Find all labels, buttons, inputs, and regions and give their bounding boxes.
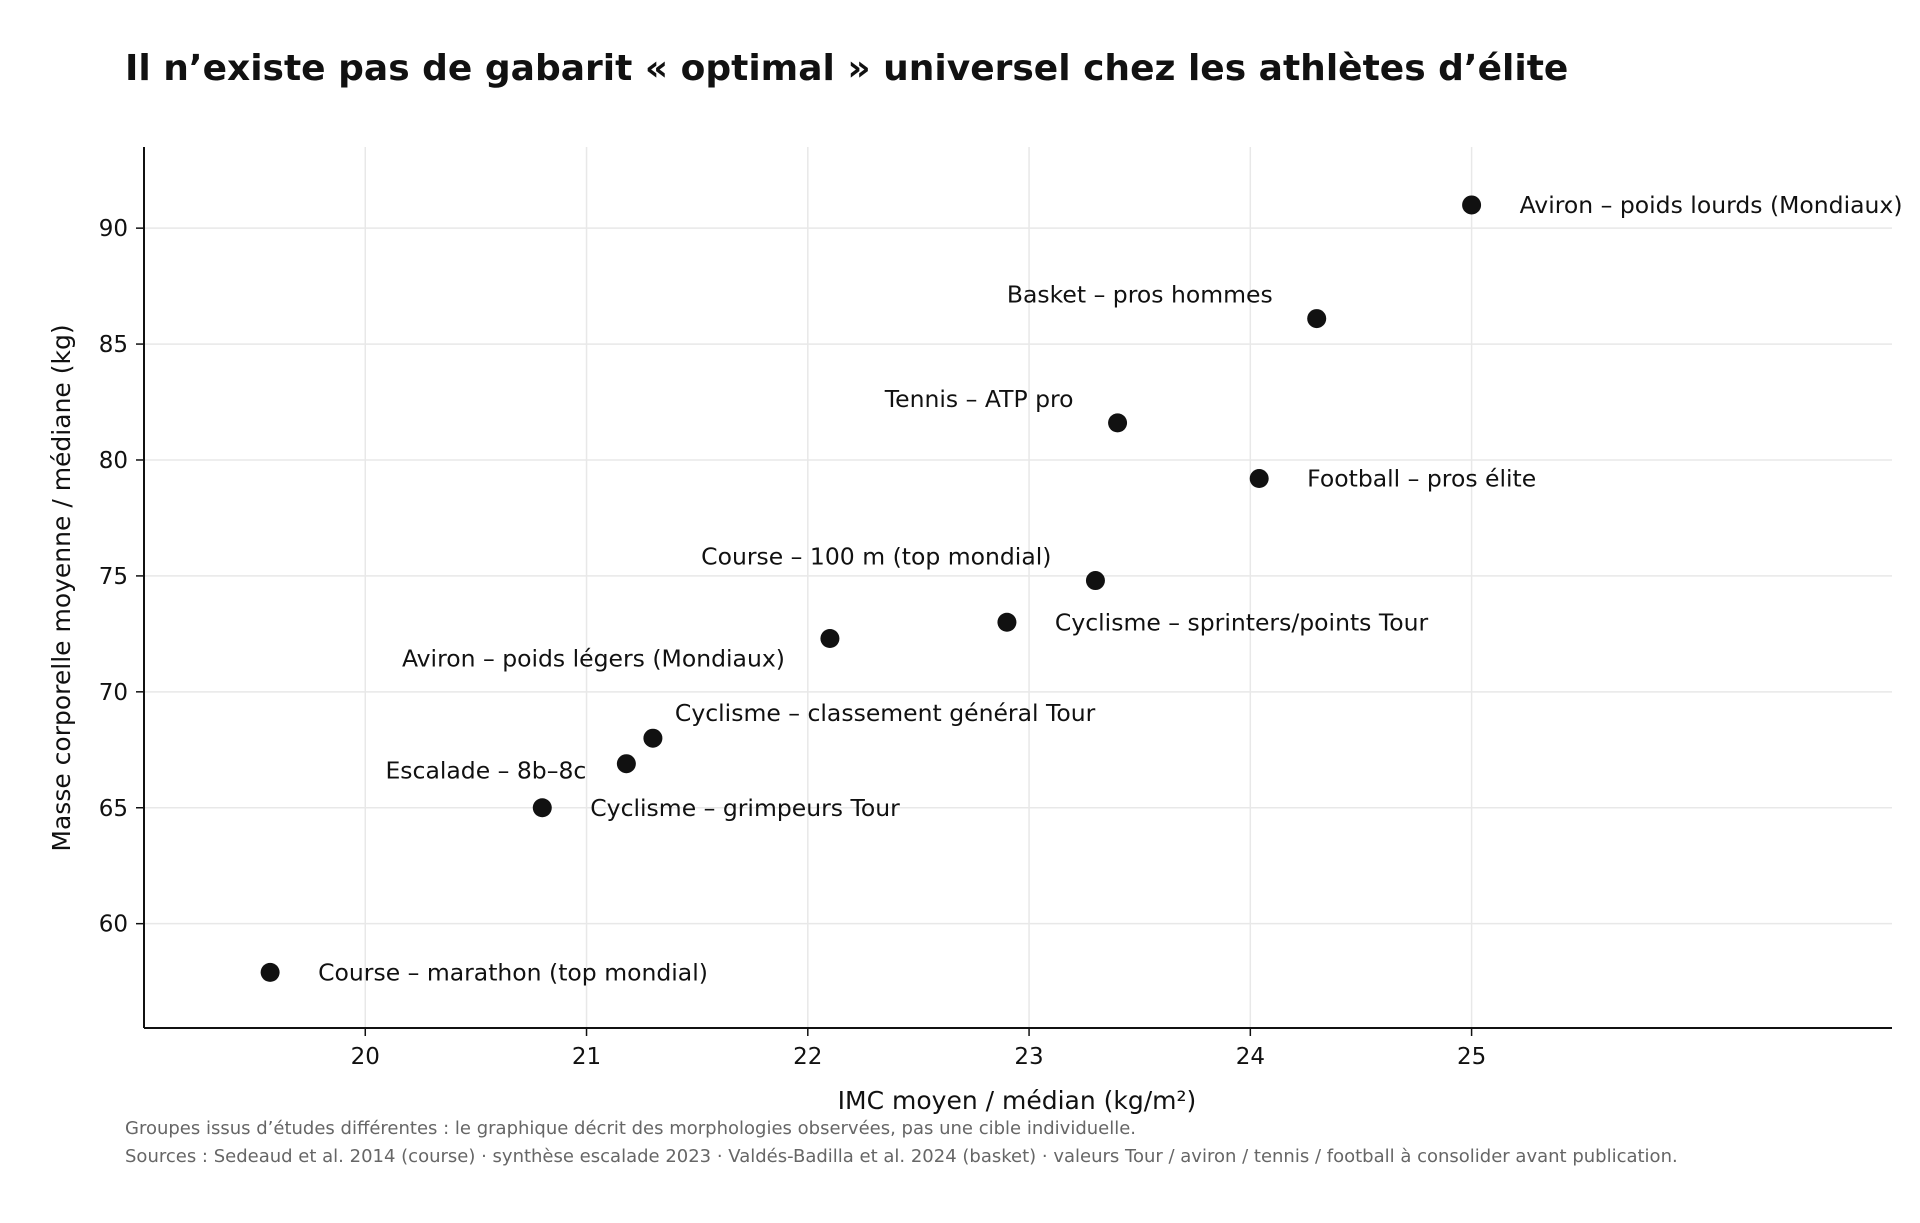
point-label: Course – marathon (top mondial) (318, 958, 708, 986)
point-label: Tennis – ATP pro (884, 385, 1074, 413)
y-tick-label: 60 (99, 912, 128, 938)
point-label: Cyclisme – grimpeurs Tour (590, 794, 900, 822)
data-point (532, 798, 552, 818)
point-label: Course – 100 m (top mondial) (701, 543, 1051, 571)
x-axis-label: IMC moyen / médian (kg/m²) (838, 1086, 1197, 1115)
y-tick-label: 90 (99, 216, 128, 242)
point-label: Football – pros élite (1307, 465, 1536, 493)
data-point (1249, 469, 1269, 489)
data-point (1307, 309, 1327, 329)
y-tick-label: 65 (99, 796, 128, 822)
point-label: Aviron – poids lourds (Mondiaux) (1520, 191, 1903, 219)
point-label: Aviron – poids légers (Mondiaux) (402, 645, 785, 673)
point-labels: Aviron – poids lourds (Mondiaux) Basket –… (318, 191, 1902, 986)
point-label: Basket – pros hommes (1007, 281, 1273, 309)
data-point (1085, 571, 1105, 591)
y-tick-label: 85 (99, 332, 128, 358)
y-axis-label: Masse corporelle moyenne / médiane (kg) (47, 324, 76, 851)
point-label: Escalade – 8b–8c (385, 757, 586, 785)
point-label: Cyclisme – sprinters/points Tour (1055, 608, 1429, 636)
data-point (820, 629, 840, 649)
data-point (643, 728, 663, 748)
x-tick-label: 24 (1236, 1044, 1265, 1070)
point-label: Cyclisme – classement général Tour (675, 699, 1096, 727)
x-tick-label: 20 (351, 1044, 380, 1070)
footnote-caveat: Groupes issus d’études différentes : le … (125, 1118, 1137, 1139)
data-point (1108, 413, 1128, 433)
x-tick-label: 25 (1457, 1044, 1486, 1070)
axes (143, 147, 1892, 1029)
data-point (260, 962, 280, 982)
data-point (997, 612, 1017, 632)
y-tick-label: 70 (99, 680, 128, 706)
chart-title: Il n’existe pas de gabarit « optimal » u… (125, 48, 1569, 89)
data-point (616, 754, 636, 774)
x-tick-label: 21 (572, 1044, 601, 1070)
footnote-sources: Sources : Sedeaud et al. 2014 (course) ·… (125, 1146, 1678, 1167)
y-tick-label: 75 (99, 564, 128, 590)
data-points (260, 195, 1482, 982)
y-tick-label: 80 (99, 448, 128, 474)
ticks: 20 21 22 23 24 25 60 65 70 75 80 85 90 (99, 216, 1487, 1070)
data-point (1462, 195, 1482, 215)
x-tick-label: 22 (793, 1044, 822, 1070)
grid (144, 147, 1892, 1028)
x-tick-label: 23 (1014, 1044, 1043, 1070)
